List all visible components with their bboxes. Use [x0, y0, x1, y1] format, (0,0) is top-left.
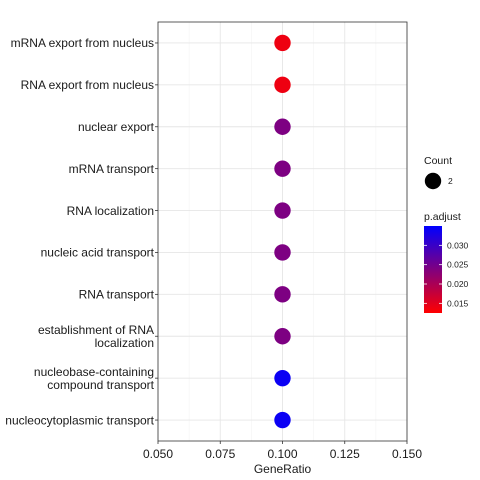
data-points: [274, 34, 291, 429]
y-tick-label: nuclear export: [78, 120, 155, 134]
data-point: [274, 34, 291, 52]
colorbar-tick-label: 0.025: [447, 260, 469, 270]
y-tick-label: RNA transport: [79, 288, 155, 302]
padjust-legend-ticks: 0.030 0.025 0.020 0.015: [424, 240, 469, 308]
y-tick-label: nucleobase-containing compound transport: [34, 365, 155, 392]
count-legend-items: 2: [424, 172, 453, 190]
x-tick-label: 0.150: [392, 447, 422, 461]
data-point: [274, 202, 291, 219]
count-legend-title: Count: [424, 155, 452, 167]
y-tick-label: RNA export from nucleus: [21, 78, 154, 92]
x-tick-label: 0.050: [143, 447, 173, 461]
y-tick-label: RNA localization: [67, 204, 154, 218]
data-point: [274, 411, 291, 429]
colorbar-tick-label: 0.015: [447, 298, 469, 308]
x-tick-label: 0.100: [267, 447, 297, 461]
y-tick-label: nucleocytoplasmic transport: [5, 413, 154, 427]
padjust-colorbar: [424, 226, 442, 313]
padjust-legend-title: p.adjust: [424, 211, 461, 223]
data-point: [274, 286, 291, 303]
y-tick-label: mRNA export from nucleus: [11, 36, 154, 50]
data-point: [274, 244, 291, 261]
legend: Count 2 p.adjust 0.030 0.025 0.020 0.015: [424, 155, 469, 313]
data-point: [274, 160, 291, 177]
y-axis-labels: mRNA export from nucleus RNA export from …: [5, 36, 158, 427]
data-point: [274, 328, 291, 345]
y-tick-label: establishment of RNA localization: [38, 323, 154, 350]
x-tick-label: 0.075: [205, 447, 235, 461]
data-point: [274, 369, 291, 387]
y-tick-label: nucleic acid transport: [41, 246, 155, 260]
count-legend-dot: [424, 172, 442, 190]
colorbar-tick-label: 0.020: [447, 279, 469, 289]
x-axis: 0.050 0.075 0.100 0.125 0.150: [143, 441, 422, 461]
data-point: [274, 118, 291, 135]
x-axis-title: GeneRatio: [254, 462, 312, 476]
colorbar-tick-label: 0.030: [447, 240, 469, 250]
y-tick-label: mRNA transport: [69, 162, 155, 176]
x-tick-label: 0.125: [330, 447, 360, 461]
count-legend-label: 2: [448, 176, 453, 186]
data-point: [274, 76, 291, 94]
